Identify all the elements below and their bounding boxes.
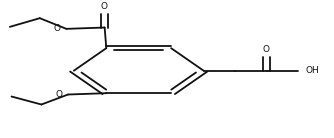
Text: O: O bbox=[262, 45, 269, 54]
Text: OH: OH bbox=[306, 66, 319, 75]
Text: O: O bbox=[100, 2, 107, 11]
Text: O: O bbox=[55, 90, 62, 99]
Text: O: O bbox=[53, 24, 60, 33]
